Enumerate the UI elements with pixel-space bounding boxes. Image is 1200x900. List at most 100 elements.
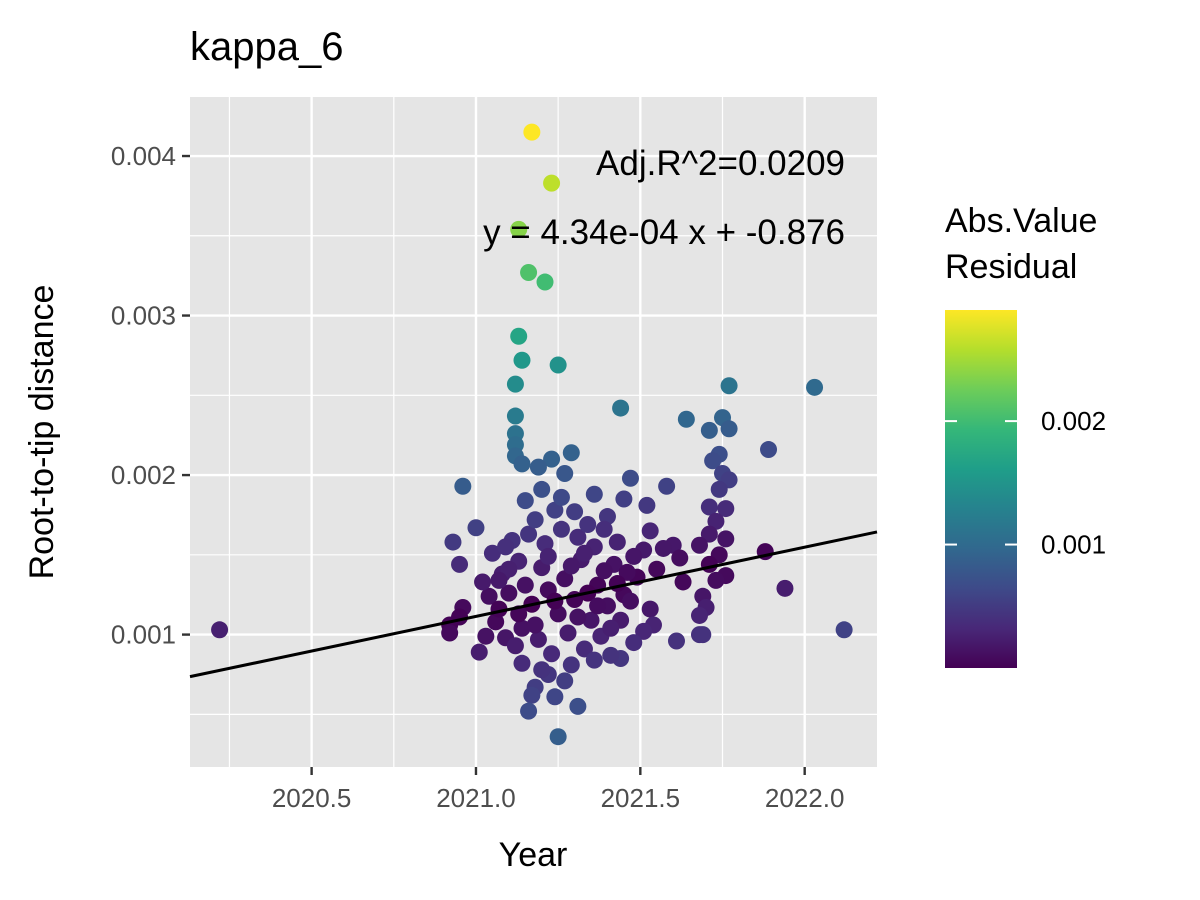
data-point bbox=[549, 605, 567, 623]
data-point bbox=[529, 630, 547, 648]
x-axis: 2020.5 2021.0 2021.5 2022.0 bbox=[272, 767, 845, 813]
data-point bbox=[552, 520, 570, 538]
data-point bbox=[526, 511, 544, 529]
data-point bbox=[562, 656, 580, 674]
data-point bbox=[510, 327, 528, 345]
data-point bbox=[549, 728, 567, 746]
data-point bbox=[480, 587, 498, 605]
data-point bbox=[690, 536, 708, 554]
data-point bbox=[635, 622, 653, 640]
data-point bbox=[720, 377, 738, 395]
data-point bbox=[700, 498, 718, 516]
data-point bbox=[543, 174, 561, 192]
data-point bbox=[690, 606, 708, 624]
data-point bbox=[562, 444, 580, 462]
data-point bbox=[575, 640, 593, 658]
data-point bbox=[543, 645, 561, 663]
x-tick-label: 2020.5 bbox=[272, 783, 352, 813]
y-tick-label: 0.004 bbox=[111, 141, 176, 171]
x-tick-label: 2021.0 bbox=[436, 783, 516, 813]
data-point bbox=[585, 651, 603, 669]
data-point bbox=[513, 455, 531, 473]
data-point bbox=[694, 626, 712, 644]
data-point bbox=[618, 563, 636, 581]
data-point bbox=[454, 477, 472, 495]
data-point bbox=[717, 530, 735, 548]
data-point bbox=[211, 621, 229, 639]
data-point bbox=[520, 263, 538, 281]
data-point bbox=[487, 613, 505, 631]
data-point bbox=[526, 616, 544, 634]
data-point bbox=[523, 123, 541, 141]
data-point bbox=[720, 420, 738, 438]
x-tick-label: 2022.0 bbox=[765, 783, 845, 813]
data-points bbox=[211, 123, 853, 746]
data-point bbox=[612, 399, 630, 417]
data-point bbox=[520, 525, 538, 543]
data-point bbox=[536, 535, 554, 553]
data-point bbox=[589, 597, 607, 615]
data-point bbox=[835, 621, 853, 639]
data-point bbox=[556, 570, 574, 588]
data-point bbox=[667, 632, 685, 650]
y-tick-label: 0.001 bbox=[111, 620, 176, 650]
legend-label: 0.001 bbox=[1041, 530, 1106, 560]
data-point bbox=[625, 634, 643, 652]
data-point bbox=[516, 576, 534, 594]
equation-annotation: y = 4.34e-04 x + -0.876 bbox=[483, 213, 845, 252]
data-point bbox=[621, 469, 639, 487]
data-point bbox=[654, 539, 672, 557]
legend-title-line2: Residual bbox=[945, 248, 1077, 286]
data-point bbox=[562, 557, 580, 575]
data-point bbox=[506, 407, 524, 425]
data-point bbox=[674, 573, 692, 591]
data-point bbox=[598, 508, 616, 526]
data-point bbox=[806, 378, 824, 396]
chart-title: kappa_6 bbox=[190, 25, 343, 69]
data-point bbox=[595, 562, 613, 580]
data-point bbox=[602, 646, 620, 664]
regression-line bbox=[189, 530, 878, 679]
data-point bbox=[608, 533, 626, 551]
data-point bbox=[559, 624, 577, 642]
data-point bbox=[717, 500, 735, 518]
data-point bbox=[523, 686, 541, 704]
data-point bbox=[608, 575, 626, 593]
data-point bbox=[658, 477, 676, 495]
data-point bbox=[641, 522, 659, 540]
data-point bbox=[546, 501, 564, 519]
data-point bbox=[671, 549, 689, 567]
data-point bbox=[497, 538, 515, 556]
data-point bbox=[500, 584, 518, 602]
r-squared-annotation: Adj.R^2=0.0209 bbox=[596, 144, 845, 183]
data-point bbox=[579, 516, 597, 534]
data-point bbox=[638, 496, 656, 514]
legend-title-line1: Abs.Value bbox=[945, 202, 1097, 240]
data-point bbox=[513, 351, 531, 369]
data-point bbox=[677, 410, 695, 428]
data-point bbox=[451, 555, 469, 573]
data-point bbox=[477, 627, 495, 645]
data-point bbox=[474, 573, 492, 591]
data-point bbox=[700, 525, 718, 543]
data-point bbox=[641, 600, 659, 618]
data-point bbox=[444, 533, 462, 551]
y-axis: 0.001 0.002 0.003 0.004 bbox=[111, 141, 190, 650]
data-point bbox=[539, 547, 557, 565]
data-point bbox=[569, 697, 587, 715]
y-tick-label: 0.003 bbox=[111, 301, 176, 331]
data-point bbox=[546, 688, 564, 706]
data-point bbox=[648, 560, 666, 578]
y-axis-title: Root-to-tip distance bbox=[23, 285, 61, 580]
data-point bbox=[760, 441, 778, 459]
data-point bbox=[556, 464, 574, 482]
data-point bbox=[500, 560, 518, 578]
data-point bbox=[470, 643, 488, 661]
data-point bbox=[536, 273, 554, 291]
data-point bbox=[529, 458, 547, 476]
data-point bbox=[575, 544, 593, 562]
data-point bbox=[700, 555, 718, 573]
data-point bbox=[566, 503, 584, 521]
data-point bbox=[602, 619, 620, 637]
